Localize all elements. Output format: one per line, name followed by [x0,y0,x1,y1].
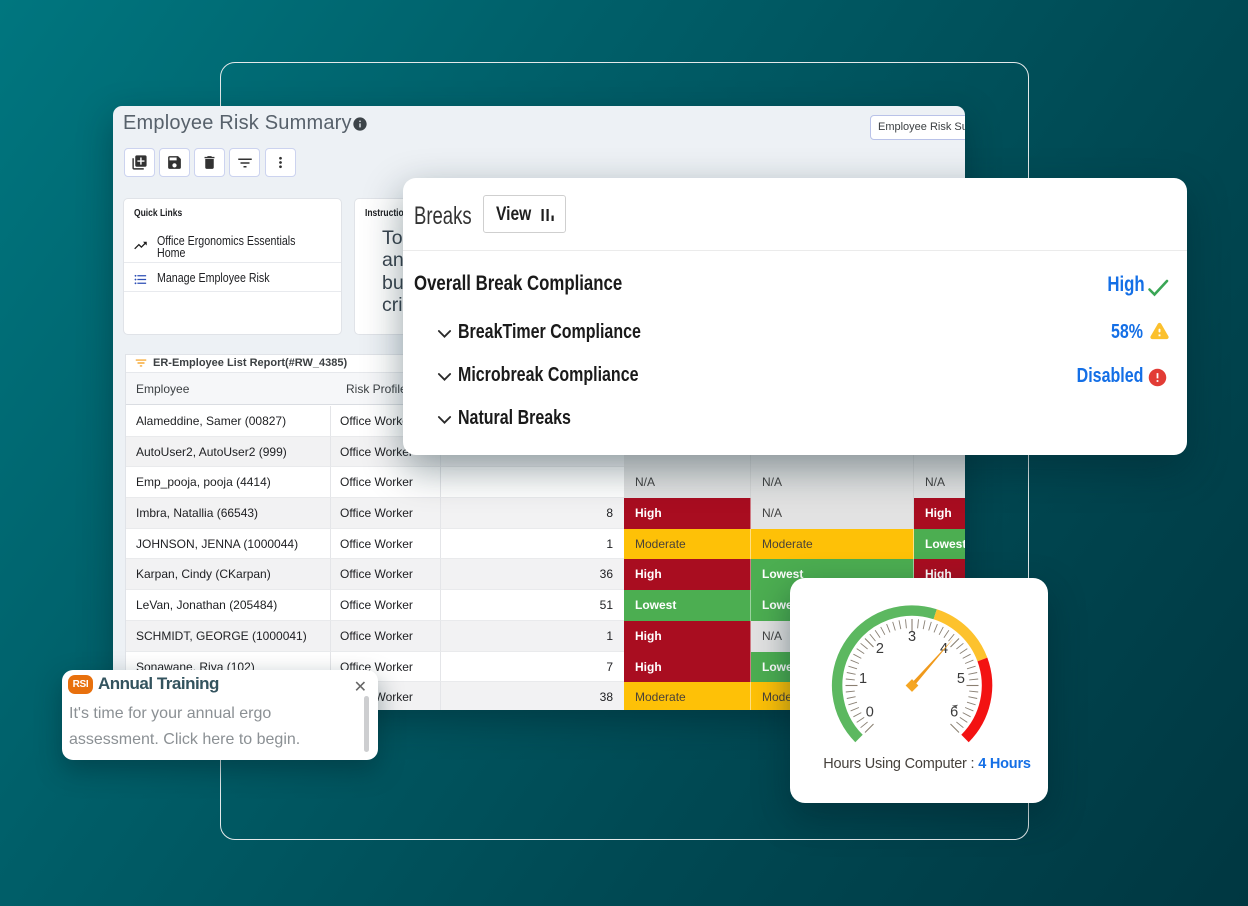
svg-text:1: 1 [859,671,867,687]
svg-text:3: 3 [908,629,916,645]
svg-text:5: 5 [957,671,965,687]
svg-text:6: 6 [950,704,958,720]
svg-text:0: 0 [866,704,874,720]
svg-text:2: 2 [876,641,884,657]
